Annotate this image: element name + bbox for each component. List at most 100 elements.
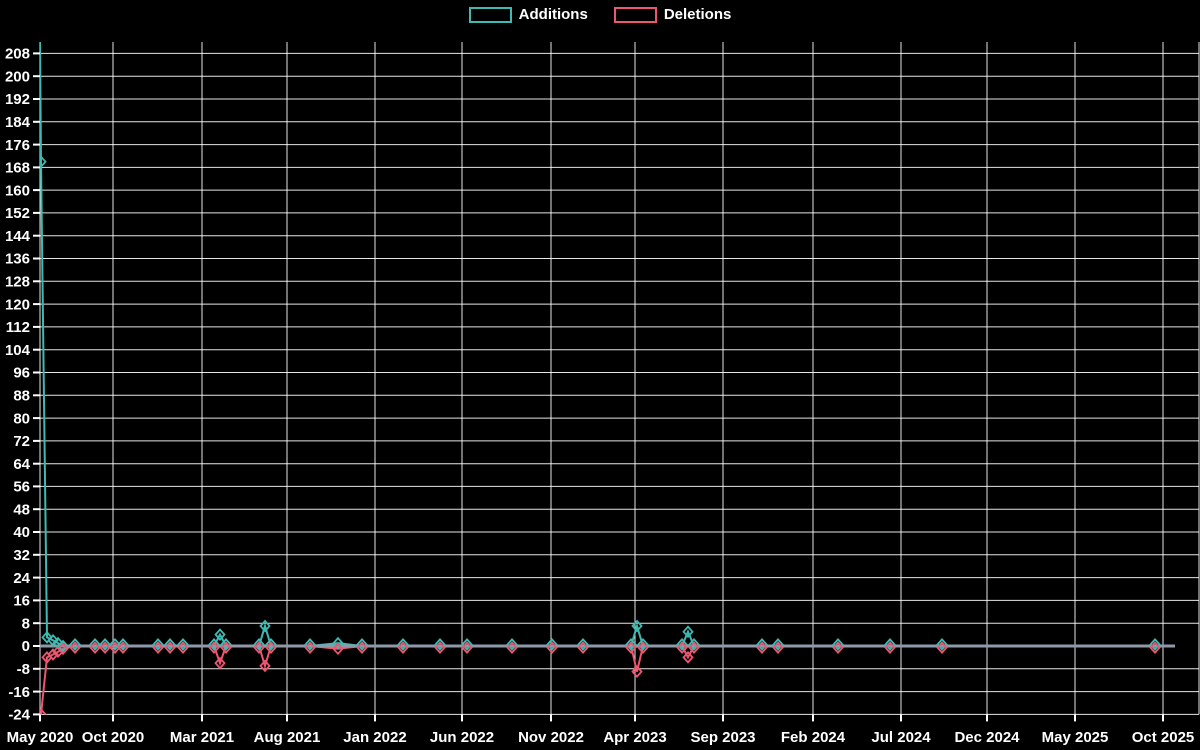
additions-point-marker [772,638,784,651]
deletions-point-marker [220,641,232,654]
y-tick-label: 128 [5,274,30,291]
x-tick-label: Oct 2020 [82,729,145,746]
deletions-point-marker [577,641,589,654]
x-tick-label: Jan 2022 [343,729,406,746]
deletions-point-marker [57,642,69,656]
additions-point-marker [756,638,768,651]
additions-point-marker [164,638,176,651]
x-tick-label: May 2025 [1042,729,1109,746]
y-tick-label: 24 [13,570,30,587]
x-tick-label: Feb 2024 [781,729,846,746]
additions-point-marker [220,638,232,651]
deletions-point-marker [40,708,47,715]
additions-point-marker [676,638,688,651]
y-tick-label: 64 [13,456,30,473]
y-tick-label: 112 [6,319,30,336]
additions-point-marker [1149,638,1161,651]
additions-point-marker [69,638,81,651]
y-tick-label: 104 [5,342,31,359]
additions-point-marker [397,638,409,651]
deletions-point-marker [625,641,637,654]
additions-point-marker [332,636,344,650]
additions-point-marker [631,619,643,633]
deletions-point-marker [214,656,226,670]
y-tick-label: 176 [5,137,30,154]
deletions-point-marker [637,641,649,654]
legend-item-deletions[interactable]: Deletions [613,6,731,23]
y-tick-label: 32 [13,547,30,564]
additions-point-marker [253,638,265,651]
y-tick-label: 136 [5,251,30,268]
deletions-point-marker [676,641,688,654]
additions-point-marker [89,638,101,651]
y-tick-label: 200 [5,68,30,85]
additions-point-marker [832,638,844,651]
x-tick-label: Jul 2024 [871,729,931,746]
y-tick-label: 144 [5,228,31,245]
deletions-point-marker [756,641,768,654]
additions-point-marker [57,639,69,653]
deletions-point-marker [506,641,518,654]
x-tick-label: Aug 2021 [254,729,321,746]
y-tick-label: 120 [5,296,30,313]
deletions-point-marker [772,641,784,654]
deletions-point-marker [688,641,700,654]
deletions-point-marker [332,642,344,656]
y-tick-label: 56 [13,479,30,496]
additions-point-marker [304,638,316,651]
y-tick-label: 16 [13,593,30,610]
x-tick-label: Dec 2024 [954,729,1020,746]
deletions-point-marker [265,641,277,654]
legend-item-additions[interactable]: Additions [468,6,588,23]
x-tick-label: Jun 2022 [430,729,494,746]
deletions-line [40,645,1175,715]
legend: Additions Deletions [0,6,1200,23]
deletions-point-marker [356,641,368,654]
additions-point-marker [117,638,129,651]
y-tick-label: -8 [17,661,30,678]
y-tick-label: 184 [5,114,31,131]
additions-point-marker [41,631,53,644]
deletions-swatch-icon [613,6,657,23]
y-tick-label: 0 [22,638,30,655]
additions-point-marker [688,638,700,651]
additions-point-marker [546,638,558,651]
x-tick-label: Nov 2022 [518,729,584,746]
deletions-point-marker [164,641,176,654]
additions-point-marker [109,638,121,651]
y-tick-label: 80 [13,410,30,427]
y-tick-label: 208 [5,46,30,63]
x-tick-label: Oct 2025 [1132,729,1195,746]
deletions-point-marker [69,641,81,654]
additions-point-marker [265,638,277,651]
deletions-point-marker [884,641,896,654]
y-tick-label: 160 [5,182,30,199]
additions-point-marker [208,638,220,651]
y-tick-label: 48 [13,501,30,518]
deletions-point-marker [461,641,473,654]
y-tick-label: 72 [13,433,30,450]
deletions-point-marker [117,641,129,654]
deletions-point-marker [397,641,409,654]
deletions-point-marker [177,641,189,654]
y-tick-label: 88 [13,388,30,405]
deletions-point-marker [631,665,643,678]
deletions-point-marker [259,659,271,673]
additions-point-marker [99,638,111,651]
y-tick-label: 8 [22,615,30,632]
deletions-point-marker [936,641,948,654]
y-tick-label: 40 [13,524,30,541]
additions-point-marker [177,638,189,651]
legend-label-additions: Additions [518,6,588,23]
deletions-point-marker [152,641,164,654]
additions-line [40,42,1175,647]
y-tick-label: 152 [5,205,30,222]
y-tick-label: 168 [5,160,30,177]
deletions-point-marker [546,641,558,654]
deletions-point-marker [99,641,111,654]
additions-point-marker [506,638,518,651]
additions-point-marker [259,619,271,633]
deletions-point-marker [1149,641,1161,654]
